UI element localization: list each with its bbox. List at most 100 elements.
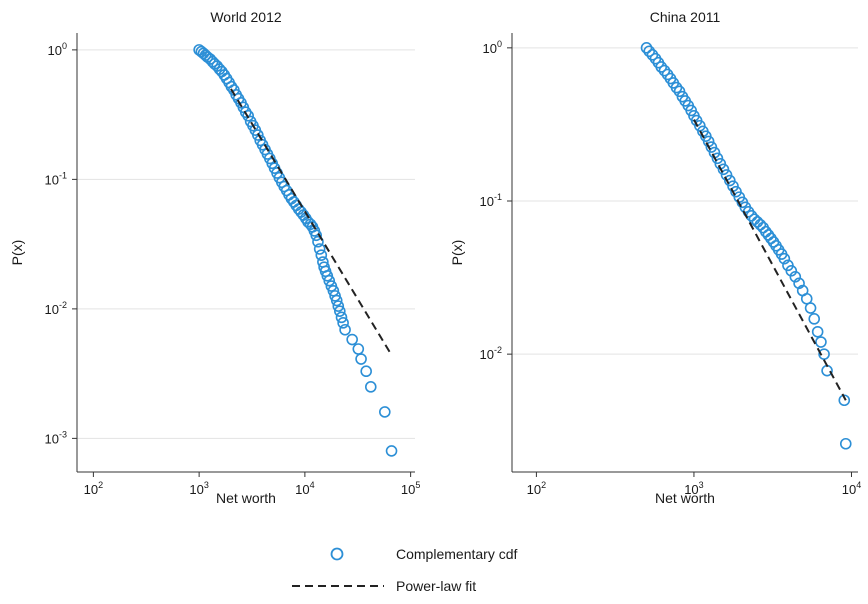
data-point [711, 152, 724, 165]
x-tick-base: 10 [189, 482, 203, 497]
y-axis-label: P(x) [449, 240, 465, 266]
data-point [352, 343, 365, 355]
data-point [811, 325, 824, 338]
data-point [385, 445, 398, 457]
x-tick-exponent: 2 [541, 480, 546, 490]
data-point [197, 47, 210, 60]
data-point [717, 163, 730, 176]
data-point [778, 252, 791, 265]
legend: Complementary cdf Power-law fit [292, 546, 517, 594]
x-axis-label: Net worth [655, 490, 715, 506]
y-tick-label: 10-1 [480, 192, 502, 209]
y-tick-base: 10 [48, 43, 62, 58]
data-point [323, 274, 336, 287]
y-tick-base: 10 [45, 431, 59, 446]
y-tick-label: 10-2 [45, 300, 67, 317]
data-point [332, 300, 345, 312]
x-tick-base: 10 [401, 482, 415, 497]
y-tick-exponent: 0 [497, 39, 502, 49]
x-tick-label: 103 [189, 480, 208, 497]
data-point [754, 218, 767, 231]
x-tick-label: 102 [84, 480, 103, 497]
y-tick-label: 10-1 [45, 170, 67, 187]
data-point [360, 365, 372, 378]
data-point [643, 45, 656, 58]
legend-marker-circle [330, 547, 344, 561]
x-tick-exponent: 3 [699, 480, 704, 490]
chart-title: China 2011 [650, 9, 721, 25]
data-point [808, 313, 821, 325]
x-axis-label: Net worth [216, 490, 276, 506]
y-tick-base: 10 [45, 302, 59, 317]
data-point [330, 294, 343, 307]
data-point [655, 61, 668, 73]
x-tick-base: 10 [295, 482, 309, 497]
x-tick-base: 10 [527, 482, 541, 497]
x-tick-label: 104 [295, 480, 314, 497]
data-point [804, 302, 817, 314]
y-tick-base: 10 [480, 347, 494, 362]
data-point [355, 353, 367, 365]
x-tick-exponent: 4 [856, 480, 861, 490]
x-tick-label: 105 [401, 480, 420, 497]
data-point [640, 42, 653, 54]
chart-title: World 2012 [210, 9, 282, 25]
data-point [310, 229, 323, 242]
y-tick-exponent: -2 [494, 345, 502, 355]
power-law-fit-line [693, 119, 847, 401]
x-tick-base: 10 [842, 482, 856, 497]
data-point [785, 265, 798, 277]
y-tick-exponent: -3 [59, 429, 67, 439]
data-point [346, 333, 358, 346]
data-point [315, 249, 328, 261]
data-point [751, 216, 764, 228]
legend-label: Power-law fit [396, 578, 476, 594]
y-tick-label: 10-3 [45, 429, 67, 446]
series-complementary-cdf [193, 44, 398, 457]
data-point [337, 317, 349, 329]
y-tick-label: 10-2 [480, 345, 502, 362]
x-tick-exponent: 3 [204, 480, 209, 490]
data-point [815, 336, 827, 348]
data-point [705, 141, 718, 153]
x-tick-base: 10 [684, 482, 698, 497]
y-tick-exponent: 0 [62, 41, 67, 51]
y-tick-exponent: -1 [494, 192, 502, 202]
series-complementary-cdf [640, 42, 852, 450]
data-point [339, 323, 351, 336]
data-point [838, 394, 851, 407]
data-point [334, 305, 346, 317]
data-point [335, 311, 348, 324]
data-point [818, 348, 830, 360]
data-point [364, 381, 377, 393]
data-point [242, 109, 254, 122]
data-point [724, 174, 736, 187]
x-tick-base: 10 [84, 482, 98, 497]
y-tick-exponent: -2 [59, 300, 67, 310]
data-point [379, 406, 391, 418]
y-tick-label: 100 [48, 41, 67, 58]
y-tick-base: 10 [45, 172, 59, 187]
y-tick-base: 10 [483, 41, 497, 56]
y-axis-label: P(x) [9, 240, 25, 266]
x-tick-label: 103 [684, 480, 703, 497]
x-tick-label: 102 [527, 480, 546, 497]
data-point [800, 292, 813, 305]
y-tick-base: 10 [480, 194, 494, 209]
x-tick-exponent: 4 [310, 480, 315, 490]
data-point [839, 437, 852, 450]
legend-label: Complementary cdf [396, 546, 517, 562]
y-tick-label: 100 [483, 39, 502, 56]
x-tick-exponent: 5 [415, 480, 420, 490]
x-tick-exponent: 2 [98, 480, 103, 490]
data-point [252, 129, 264, 141]
data-point [313, 243, 326, 255]
data-point [789, 270, 802, 283]
data-point [327, 284, 340, 297]
data-point [694, 119, 706, 132]
x-tick-label: 104 [842, 480, 861, 497]
